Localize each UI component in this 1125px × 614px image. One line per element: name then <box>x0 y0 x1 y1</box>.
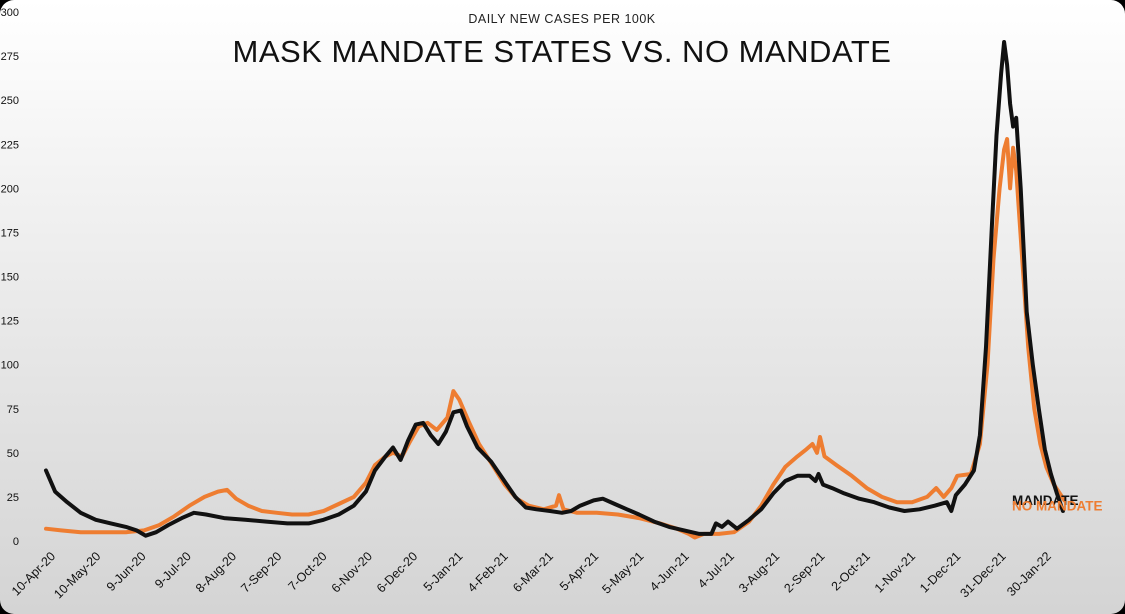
y-tick-label: 300 <box>1 7 19 19</box>
chart-title: MASK MANDATE STATES VS. NO MANDATE <box>233 34 892 69</box>
legend-label-mandate: MANDATE <box>1012 493 1079 508</box>
series-line-mandate <box>44 40 1065 538</box>
y-tick-label: 250 <box>1 95 19 107</box>
y-tick-label: 50 <box>7 448 19 460</box>
y-tick-label: 200 <box>1 183 19 195</box>
y-tick-label: 0 <box>13 536 19 548</box>
y-tick-label: 150 <box>1 272 19 284</box>
y-axis: 0 25 50 75 100 125 150 175 200 225 250 275 300 <box>1 7 19 548</box>
legend-label-no-mandate: NO MANDATE <box>1012 498 1103 513</box>
chart-subtitle: DAILY NEW CASES PER 100K <box>468 12 655 26</box>
series-layer <box>44 40 1067 540</box>
y-tick-label: 225 <box>1 139 19 151</box>
y-tick-label: 125 <box>1 316 19 328</box>
y-tick-label: 25 <box>7 492 19 504</box>
y-tick-label: 275 <box>1 51 19 63</box>
y-tick-label: 75 <box>7 404 19 416</box>
y-tick-label: 100 <box>1 360 19 372</box>
y-tick-label: 175 <box>1 227 19 239</box>
